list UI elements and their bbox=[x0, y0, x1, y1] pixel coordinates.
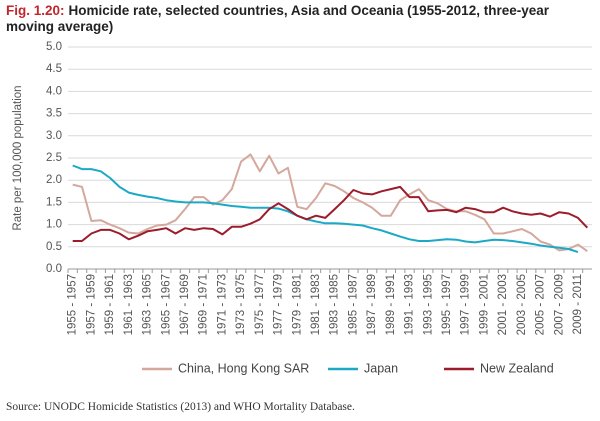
x-tick-label: 1957 - 1959 bbox=[85, 274, 97, 335]
x-tick-label: 1973 - 1975 bbox=[235, 274, 247, 335]
x-tick-label: 1969 - 1971 bbox=[198, 274, 210, 335]
x-tick-label: 1975 - 1977 bbox=[254, 274, 266, 335]
x-tick-label: 1971 - 1973 bbox=[216, 274, 228, 335]
y-tick-label: 2.0 bbox=[46, 174, 62, 186]
y-tick-label: 0.0 bbox=[46, 263, 62, 275]
y-tick-label: 2.5 bbox=[46, 152, 62, 164]
x-tick-label: 1965 - 1967 bbox=[160, 274, 172, 335]
x-tick-label: 1983 - 1985 bbox=[329, 274, 341, 335]
y-tick-label: 3.5 bbox=[46, 108, 62, 120]
source-note: Source: UNODC Homicide Statistics (2013)… bbox=[6, 401, 355, 413]
x-tick-label: 1995 - 1997 bbox=[441, 274, 453, 335]
x-tick-label: 1967 - 1969 bbox=[179, 274, 191, 335]
x-tick-label: 2001 - 2003 bbox=[497, 274, 509, 335]
y-axis-label: Rate per 100,000 population bbox=[12, 85, 24, 230]
title-block: Fig. 1.20: Homicide rate, selected countr… bbox=[6, 3, 586, 35]
figure-label: Fig. 1.20: bbox=[6, 3, 65, 18]
y-tick-label: 5.0 bbox=[46, 41, 62, 53]
x-tick-label: 1991 - 1993 bbox=[404, 274, 416, 335]
series-line bbox=[72, 164, 579, 254]
x-tick-label: 2009 - 2011 bbox=[572, 274, 584, 335]
legend-label: Japan bbox=[364, 361, 398, 375]
chart-title: Homicide rate, selected countries, Asia … bbox=[6, 3, 549, 34]
x-tick-label: 1989 - 1991 bbox=[385, 274, 397, 335]
series-line bbox=[72, 185, 589, 242]
x-tick-label: 2003 - 2005 bbox=[516, 274, 528, 335]
x-tick-label: 1997 - 1999 bbox=[460, 274, 472, 335]
y-tick-label: 1.0 bbox=[46, 219, 62, 231]
y-tick-label: 4.5 bbox=[46, 63, 62, 75]
x-tick-label: 1981 - 1983 bbox=[310, 274, 322, 335]
y-tick-label: 3.0 bbox=[46, 130, 62, 142]
y-tick-label: 0.5 bbox=[46, 241, 62, 253]
legend-label: New Zealand bbox=[480, 361, 554, 375]
x-tick-label: 1961 - 1963 bbox=[123, 274, 135, 335]
x-tick-label: 1993 - 1995 bbox=[422, 274, 434, 335]
x-tick-label: 1999 - 2001 bbox=[478, 274, 490, 335]
chart: Rate per 100,000 population 0.0 0.5 1.0 1.5… bbox=[12, 41, 592, 375]
y-tick-label: 4.0 bbox=[46, 85, 62, 97]
x-tick-label: 1959 - 1961 bbox=[104, 274, 116, 335]
x-tick-label: 1977 - 1979 bbox=[273, 274, 285, 335]
x-tick-label: 1963 - 1965 bbox=[142, 274, 154, 335]
y-tick-label: 1.5 bbox=[46, 196, 62, 208]
x-tick-label: 1987 - 1989 bbox=[366, 274, 378, 335]
x-tick-label: 2007 - 2009 bbox=[553, 274, 565, 335]
x-tick-label: 1955 - 1957 bbox=[67, 274, 79, 335]
series-line bbox=[72, 153, 588, 253]
x-tick-label: 2005 - 2007 bbox=[535, 274, 547, 335]
x-tick-label: 1979 - 1981 bbox=[291, 274, 303, 335]
legend-label: China, Hong Kong SAR bbox=[178, 361, 309, 375]
x-tick-label: 1985 - 1987 bbox=[347, 274, 359, 335]
